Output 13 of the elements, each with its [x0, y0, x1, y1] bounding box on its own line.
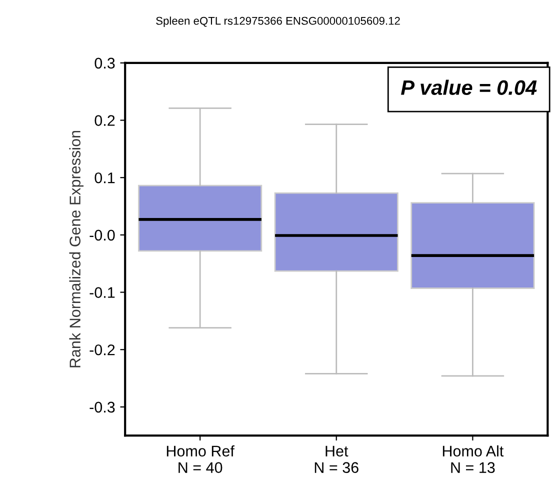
annotation: P value = 0.04	[401, 80, 537, 95]
x-tick-label: Het N = 36	[314, 446, 358, 473]
y-tick-label: -0.1	[90, 287, 115, 298]
x-tick-label: Homo Alt N = 13	[442, 445, 504, 473]
chart-title: Spleen eQTL rs12975366 ENSG00000105609.12	[156, 16, 400, 27]
y-axis-title: Rank Normalized Gene Expression	[69, 130, 84, 368]
x-tick-label: Homo Ref N = 40	[166, 445, 234, 473]
y-tick-label: 0.3	[94, 58, 115, 69]
y-tick-label: 0.2	[94, 115, 115, 126]
y-tick-label: -0.2	[90, 344, 115, 356]
y-tick-label: -0.3	[90, 402, 115, 413]
y-tick-label: 0.1	[94, 172, 115, 184]
y-tick-label: -0.0	[90, 230, 115, 241]
